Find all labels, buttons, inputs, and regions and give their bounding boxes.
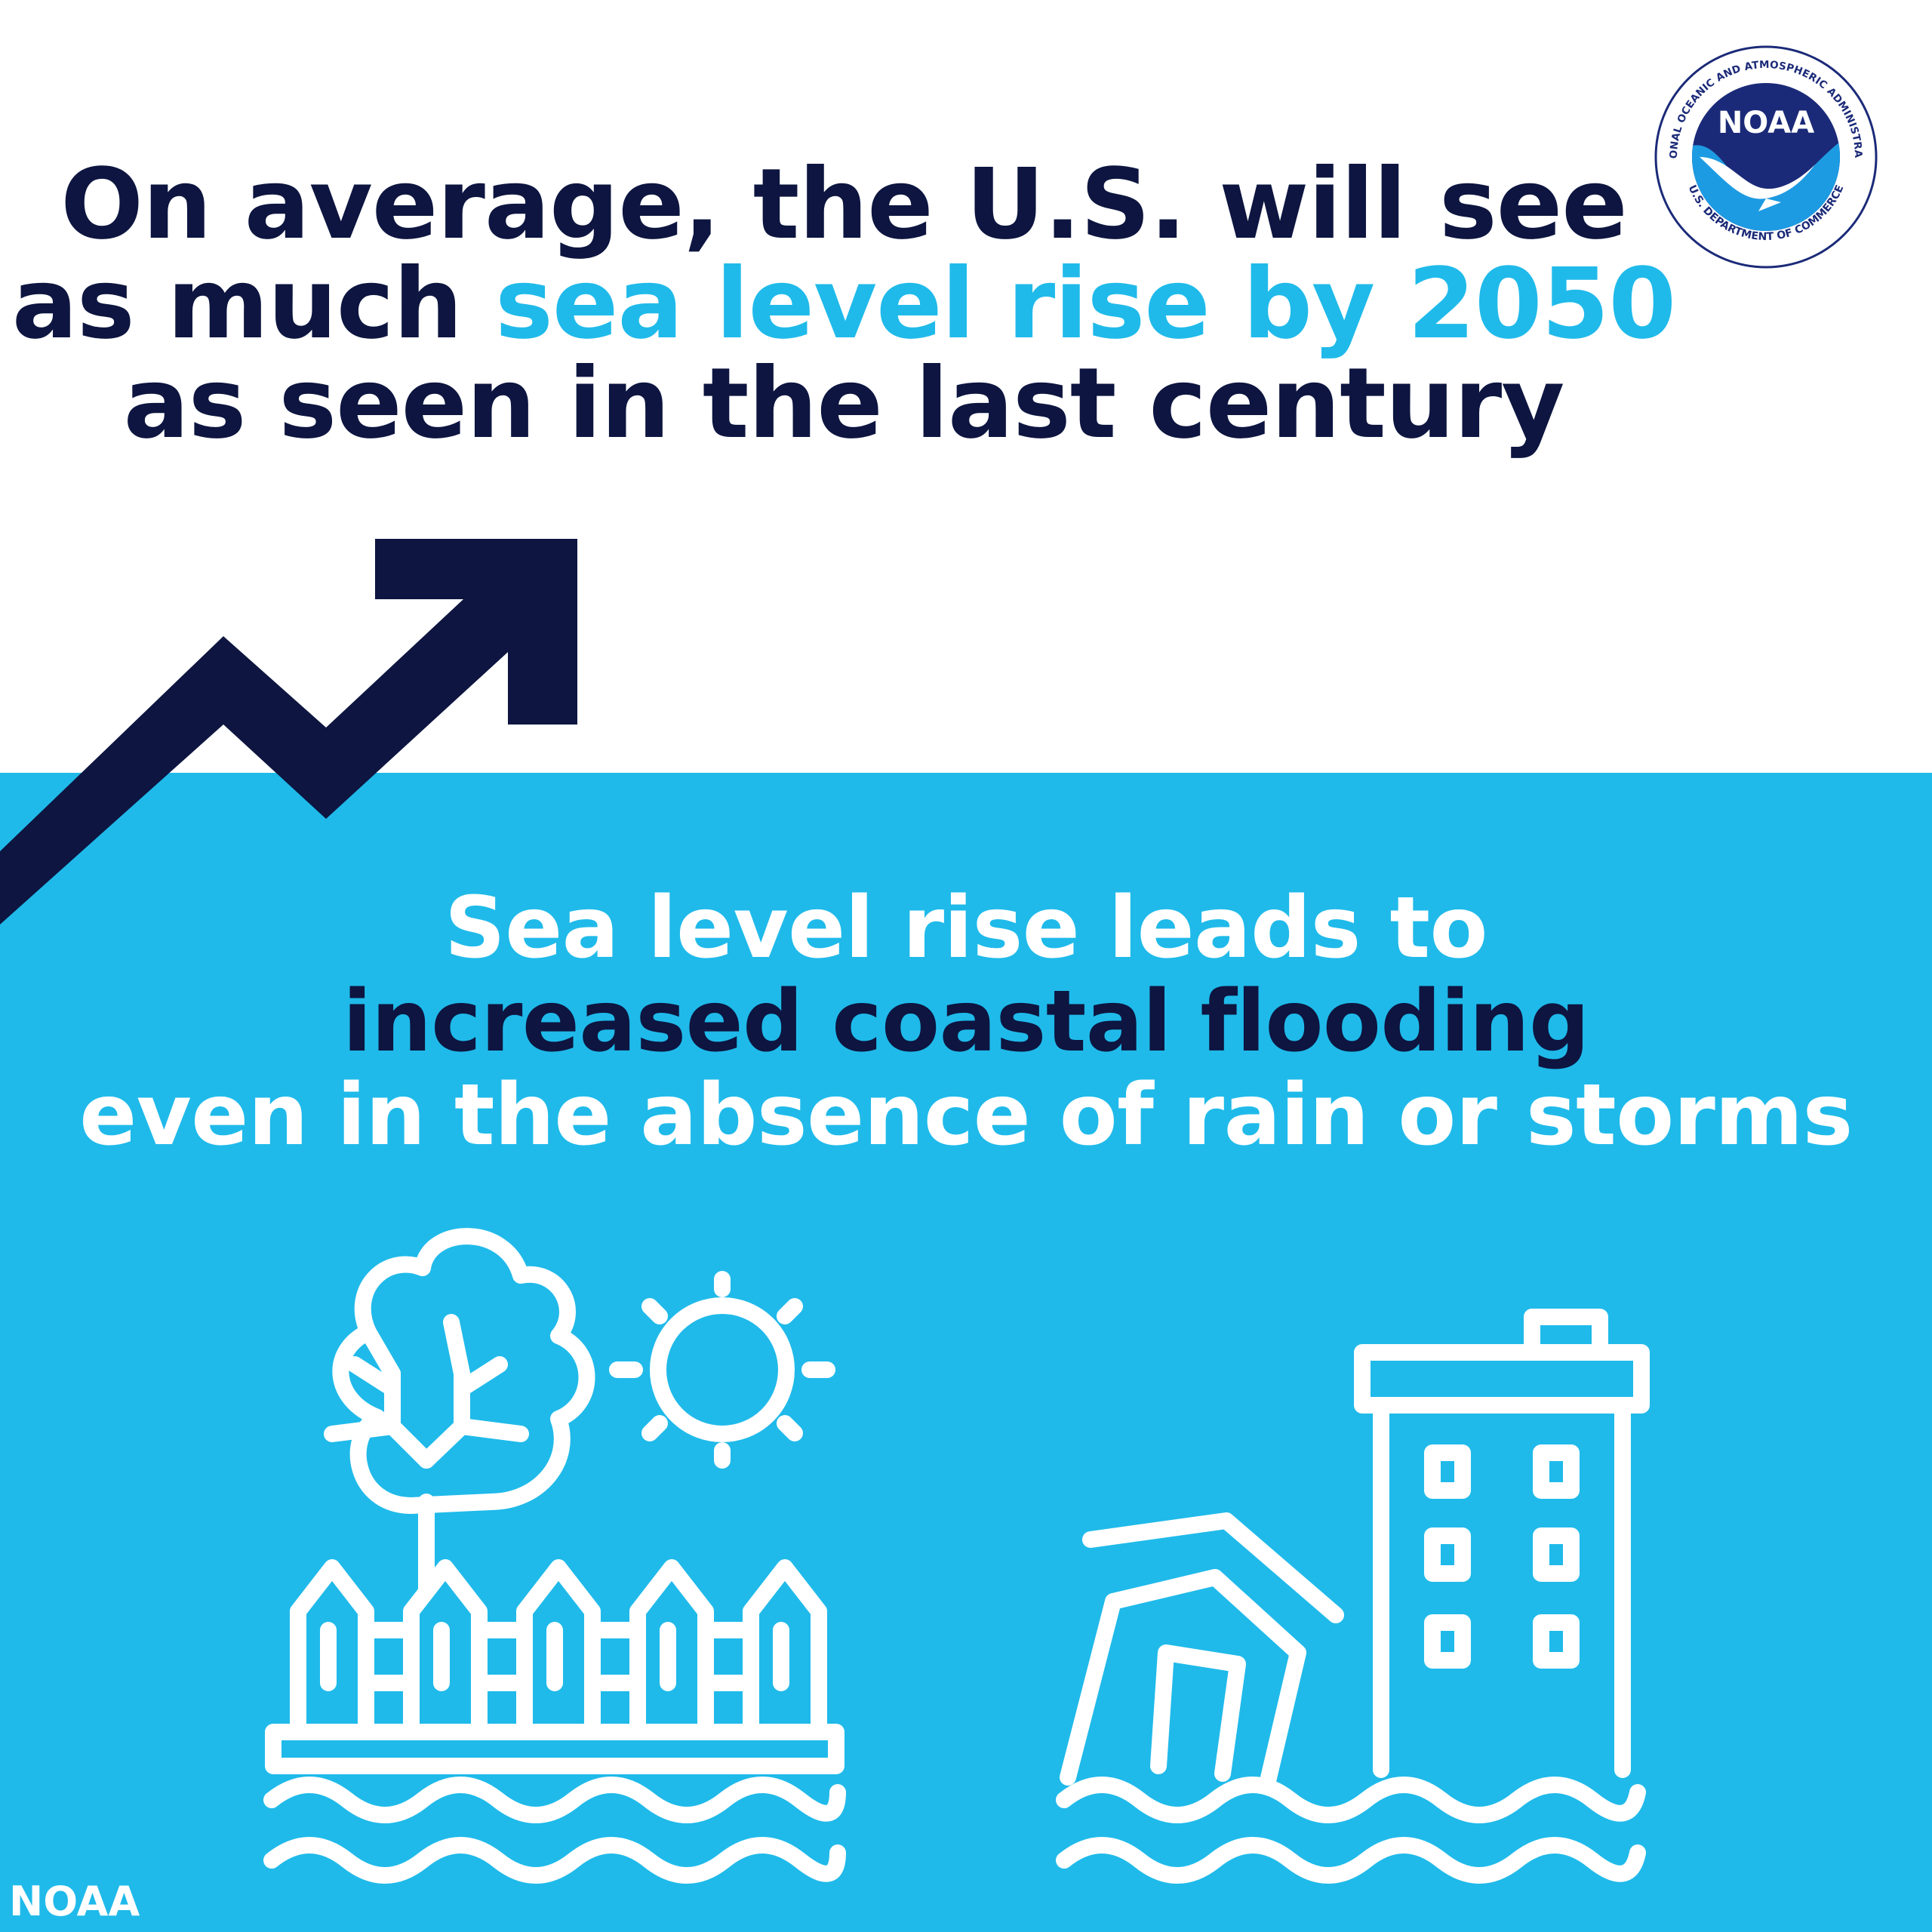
flooded-house-icon — [1060, 1512, 1344, 1789]
headline-line-1: On average, the U.S. will see — [60, 148, 1627, 261]
headline-highlight: sea level rise by 2050 — [495, 248, 1676, 361]
headline-line-3: as seen in the last century — [123, 347, 1565, 460]
noaa-logo: NATIONAL OCEANIC AND ATMOSPHERIC ADMINIS… — [1653, 44, 1878, 269]
logo-center-text: NOAA — [1718, 106, 1814, 140]
left-waves-icon — [263, 1777, 846, 1884]
building-icon — [1354, 1309, 1650, 1778]
tree-icon — [324, 1228, 595, 1597]
subhead: Sea level rise leads to increased coasta… — [0, 881, 1932, 1162]
subhead-line-3: even in the absence of rain or storms — [79, 1066, 1853, 1164]
headline: On average, the U.S. will see as much se… — [0, 155, 1687, 454]
subhead-line-1: Sea level rise leads to — [445, 879, 1487, 977]
sun-icon — [609, 1271, 835, 1469]
headline-line-2: as much sea level rise by 2050 — [0, 254, 1687, 354]
fence-icon — [265, 1559, 844, 1774]
right-waves-icon — [1056, 1777, 1646, 1884]
subhead-line-2: increased coastal flooding — [343, 973, 1589, 1071]
footer-credit: NOAA — [9, 1878, 140, 1925]
headline-line-2-prefix: as much — [11, 248, 496, 361]
